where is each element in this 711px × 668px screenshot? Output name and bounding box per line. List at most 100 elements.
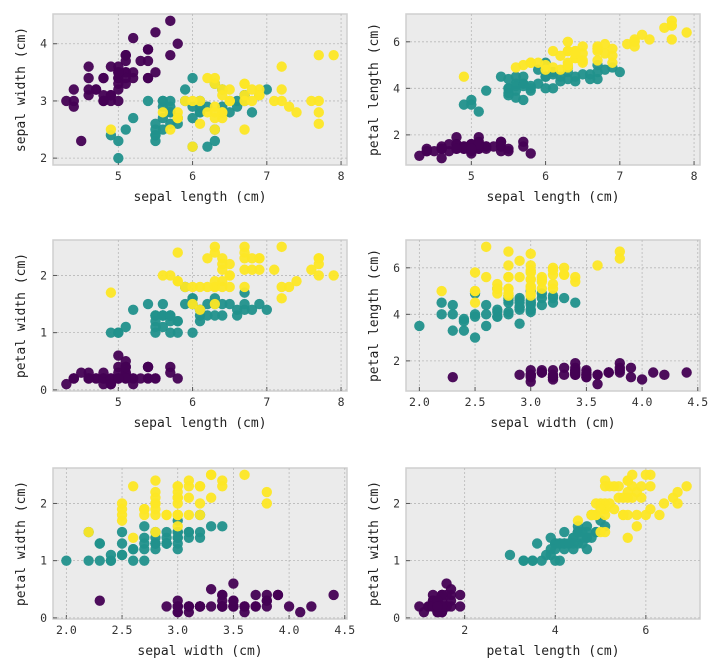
data-point-class-2 (202, 281, 213, 293)
data-point-class-1 (83, 555, 94, 566)
data-point-class-2 (116, 503, 128, 515)
data-point-class-1 (447, 325, 458, 336)
data-point-class-2 (645, 503, 656, 515)
data-point-class-2 (224, 258, 235, 270)
data-point-class-2 (436, 285, 447, 297)
data-point-class-0 (558, 369, 570, 381)
data-point-class-1 (187, 327, 198, 338)
data-point-class-2 (458, 71, 470, 82)
data-point-class-2 (183, 509, 195, 521)
y-tick-label: 0 (40, 383, 47, 397)
data-point-class-0 (328, 589, 339, 601)
y-axis-label: petal length (cm) (367, 23, 382, 156)
data-point-class-2 (599, 38, 611, 50)
data-point-class-2 (254, 264, 265, 275)
data-point-class-0 (142, 55, 154, 67)
data-point-class-2 (604, 481, 615, 492)
scatter-panel-6: 2 4 6 0 1 2 petal length (cm) petal width (cm) (367, 467, 701, 659)
data-point-class-0 (414, 150, 425, 162)
data-point-class-0 (76, 367, 87, 378)
data-point-class-1 (113, 135, 124, 147)
y-tick-label: 1 (40, 554, 47, 568)
data-point-class-2 (205, 492, 217, 503)
data-point-class-2 (525, 283, 536, 294)
data-point-class-0 (165, 15, 176, 27)
x-tick-label: 5 (115, 169, 122, 183)
y-tick-label: 0 (393, 611, 400, 625)
data-point-class-2 (313, 95, 324, 107)
data-point-class-2 (139, 503, 150, 515)
data-point-class-2 (209, 72, 221, 84)
data-point-class-1 (179, 298, 191, 310)
data-point-class-1 (254, 298, 265, 310)
data-point-class-2 (313, 270, 324, 281)
data-point-class-2 (224, 270, 235, 281)
data-point-class-1 (414, 320, 425, 332)
data-point-class-1 (558, 292, 570, 304)
x-tick-label: 3.5 (576, 395, 597, 409)
data-point-class-1 (492, 304, 503, 315)
data-point-class-2 (283, 101, 295, 112)
data-point-class-0 (120, 373, 131, 384)
data-point-class-2 (480, 271, 492, 283)
data-point-class-2 (261, 498, 273, 509)
data-point-class-2 (681, 27, 692, 38)
data-point-class-1 (161, 526, 172, 538)
data-point-class-2 (254, 253, 265, 264)
data-point-class-2 (202, 72, 213, 84)
x-axis-label: sepal width (cm) (137, 644, 262, 659)
data-point-class-0 (61, 378, 72, 390)
data-point-class-0 (636, 374, 648, 385)
data-point-class-1 (466, 99, 477, 110)
data-point-class-2 (540, 64, 551, 75)
data-point-class-2 (276, 293, 287, 304)
data-point-class-1 (525, 304, 536, 315)
data-point-class-2 (194, 118, 206, 130)
data-point-class-2 (269, 95, 280, 107)
data-point-class-2 (194, 304, 206, 315)
data-point-class-1 (172, 327, 183, 338)
data-point-class-0 (142, 373, 154, 384)
data-point-class-2 (492, 283, 503, 294)
data-point-class-0 (592, 369, 603, 381)
data-point-class-2 (83, 526, 94, 538)
data-point-class-1 (261, 304, 273, 315)
data-point-class-0 (250, 589, 261, 601)
data-point-class-0 (105, 61, 117, 72)
x-tick-label: 6 (642, 623, 649, 637)
data-point-class-2 (592, 260, 603, 271)
y-tick-label: 4 (40, 37, 47, 51)
data-point-class-2 (209, 275, 221, 287)
data-point-class-2 (313, 49, 324, 61)
data-point-class-0 (261, 601, 273, 612)
data-point-class-0 (421, 145, 432, 157)
data-point-class-2 (469, 297, 481, 308)
data-points (61, 15, 339, 164)
data-point-class-0 (161, 601, 172, 612)
data-point-class-0 (488, 141, 499, 152)
data-point-class-0 (113, 67, 124, 78)
x-tick-label: 6 (542, 169, 549, 183)
data-point-class-2 (187, 141, 198, 152)
data-point-class-0 (228, 578, 239, 589)
data-point-class-1 (246, 304, 258, 315)
data-point-class-1 (554, 555, 565, 566)
data-point-class-2 (631, 509, 643, 521)
data-point-class-1 (139, 521, 150, 532)
data-point-class-2 (313, 253, 324, 264)
data-point-class-2 (503, 246, 514, 257)
data-point-class-0 (150, 373, 161, 384)
data-point-class-2 (105, 124, 117, 135)
data-point-class-0 (90, 373, 102, 384)
data-point-class-1 (504, 549, 516, 561)
data-point-class-0 (172, 373, 183, 384)
x-tick-label: 3.5 (223, 623, 244, 637)
data-point-class-1 (217, 298, 228, 310)
data-point-class-1 (592, 66, 603, 78)
x-tick-label: 2 (461, 623, 468, 637)
data-point-class-2 (209, 298, 221, 310)
data-point-class-2 (469, 267, 481, 278)
data-point-class-2 (172, 112, 183, 124)
data-point-class-0 (172, 38, 183, 49)
